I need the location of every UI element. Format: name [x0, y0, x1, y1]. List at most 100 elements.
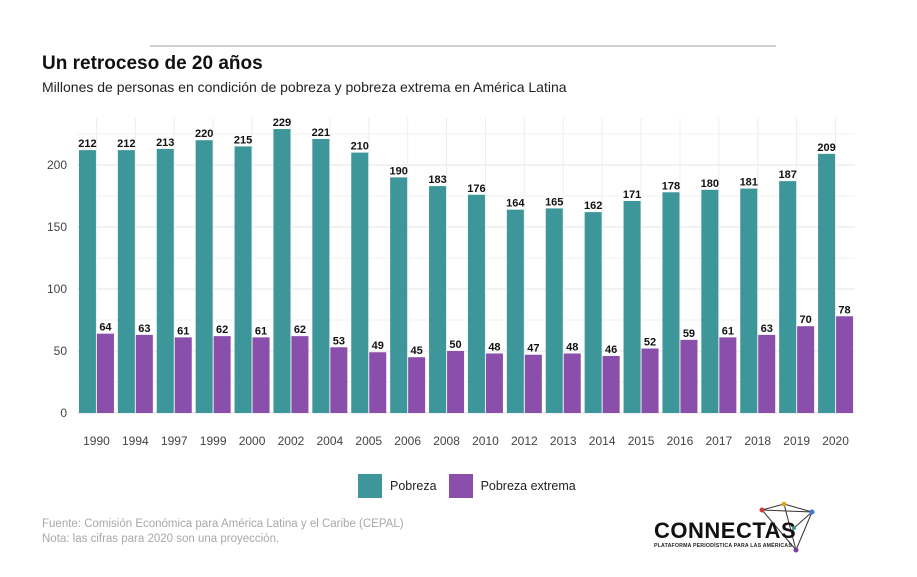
x-tick-label: 2018 [744, 434, 771, 448]
x-tick-label: 2005 [355, 434, 382, 448]
bar-pobreza-extrema [797, 326, 815, 413]
data-label-pobreza: 178 [662, 180, 680, 192]
bar-pobreza [429, 186, 447, 413]
bar-pobreza-extrema [213, 336, 231, 413]
data-label-pobreza-extrema: 47 [527, 343, 539, 355]
bar-pobreza-extrema [758, 334, 776, 413]
data-label-pobreza: 165 [545, 196, 563, 208]
x-tick-label: 2000 [239, 434, 266, 448]
x-tick-label: 2002 [278, 434, 305, 448]
bar-pobreza [662, 192, 680, 413]
data-label-pobreza-extrema: 62 [216, 324, 228, 336]
legend-swatch-pobreza [358, 474, 382, 498]
x-tick-label: 1997 [161, 434, 188, 448]
data-label-pobreza-extrema: 62 [294, 324, 306, 336]
top-divider [150, 45, 776, 47]
legend-label-pobreza-extrema: Pobreza extrema [480, 479, 576, 493]
x-tick-label: 2014 [589, 434, 616, 448]
connectas-logo: CONNECTAS PLATAFORMA PERIODÍSTICA PARA L… [654, 502, 824, 557]
data-label-pobreza: 209 [817, 142, 835, 154]
data-label-pobreza-extrema: 61 [255, 325, 267, 337]
data-label-pobreza-extrema: 59 [683, 328, 695, 340]
brand-tagline: PLATAFORMA PERIODÍSTICA PARA LAS AMÉRICA… [654, 543, 792, 549]
bar-pobreza [390, 177, 408, 413]
bar-pobreza-extrema [369, 352, 387, 413]
bar-pobreza-extrema [252, 337, 270, 413]
bar-pobreza-extrema [447, 351, 465, 413]
bar-pobreza-extrema [680, 339, 698, 413]
x-tick-label: 2008 [433, 434, 460, 448]
data-label-pobreza-extrema: 64 [99, 322, 112, 334]
bar-pobreza [740, 188, 758, 413]
bar-pobreza [273, 129, 291, 414]
data-label-pobreza-extrema: 53 [333, 335, 345, 347]
x-tick-label: 2010 [472, 434, 499, 448]
data-label-pobreza-extrema: 48 [488, 341, 500, 353]
data-label-pobreza: 221 [312, 127, 330, 139]
legend-swatch-pobreza-extrema [448, 474, 473, 498]
source-note: Fuente: Comisión Económica para América … [42, 517, 404, 547]
bar-pobreza [117, 150, 135, 413]
bar-pobreza [818, 153, 836, 413]
bar-pobreza [779, 181, 797, 413]
bar-pobreza-extrema [408, 357, 426, 413]
brand-name: CONNECTAS [654, 518, 797, 543]
data-label-pobreza: 176 [467, 183, 485, 195]
projection-note: Nota: las cifras para 2020 son una proye… [42, 533, 280, 545]
data-label-pobreza: 180 [701, 178, 719, 190]
data-label-pobreza-extrema: 61 [722, 325, 734, 337]
bar-pobreza [584, 212, 602, 413]
y-tick-label: 0 [60, 406, 67, 420]
bar-pobreza-extrema [524, 354, 542, 413]
bar-pobreza [156, 148, 174, 413]
bar-pobreza-extrema [563, 353, 581, 413]
chart-subtitle: Millones de personas en condición de pob… [42, 79, 567, 95]
bar-pobreza-extrema [330, 347, 348, 413]
bar-pobreza-extrema [174, 337, 192, 413]
bar-pobreza [701, 189, 719, 413]
y-tick-label: 150 [47, 220, 67, 234]
legend-item-pobreza-extrema: Pobreza extrema [448, 474, 576, 498]
data-label-pobreza-extrema: 61 [177, 325, 189, 337]
data-label-pobreza-extrema: 78 [838, 304, 850, 316]
bar-pobreza-extrema [836, 316, 854, 413]
bar-pobreza-extrema [602, 355, 620, 413]
bar-pobreza [623, 200, 641, 413]
x-tick-label: 2020 [822, 434, 849, 448]
x-tick-label: 2017 [705, 434, 732, 448]
data-label-pobreza: 164 [506, 198, 525, 210]
data-label-pobreza: 212 [117, 138, 135, 150]
data-label-pobreza: 171 [623, 189, 641, 201]
data-label-pobreza-extrema: 70 [800, 314, 812, 326]
data-label-pobreza-extrema: 46 [605, 344, 617, 356]
x-tick-label: 2004 [316, 434, 343, 448]
bar-pobreza-extrema [291, 336, 309, 413]
data-label-pobreza: 215 [234, 134, 252, 146]
data-label-pobreza: 210 [351, 141, 369, 153]
bar-pobreza [78, 150, 96, 413]
x-tick-label: 2012 [511, 434, 538, 448]
bar-pobreza-extrema [96, 333, 114, 413]
x-tick-label: 2006 [394, 434, 421, 448]
data-label-pobreza: 187 [778, 169, 796, 181]
data-label-pobreza: 181 [740, 177, 758, 189]
data-label-pobreza-extrema: 50 [449, 339, 461, 351]
data-label-pobreza: 220 [195, 128, 213, 140]
data-label-pobreza: 183 [428, 174, 446, 186]
x-tick-label: 2013 [550, 434, 577, 448]
legend-label-pobreza: Pobreza [390, 479, 437, 493]
data-label-pobreza: 212 [78, 138, 96, 150]
x-tick-label: 1990 [83, 434, 110, 448]
legend-item-pobreza: Pobreza [358, 474, 437, 498]
y-tick-label: 50 [54, 344, 68, 358]
data-label-pobreza-extrema: 48 [566, 341, 578, 353]
bar-pobreza-extrema [135, 334, 153, 413]
bar-pobreza [506, 209, 524, 413]
bar-chart: 0 50 100 150 200 212 64 1990 212 63 1994 213 61 1997 2… [47, 117, 855, 448]
data-label-pobreza-extrema: 52 [644, 337, 656, 349]
bar-pobreza [234, 146, 252, 413]
data-label-pobreza: 229 [273, 117, 291, 129]
x-tick-label: 2015 [628, 434, 655, 448]
y-tick-label: 100 [47, 282, 67, 296]
chart-title: Un retroceso de 20 años [42, 53, 263, 74]
